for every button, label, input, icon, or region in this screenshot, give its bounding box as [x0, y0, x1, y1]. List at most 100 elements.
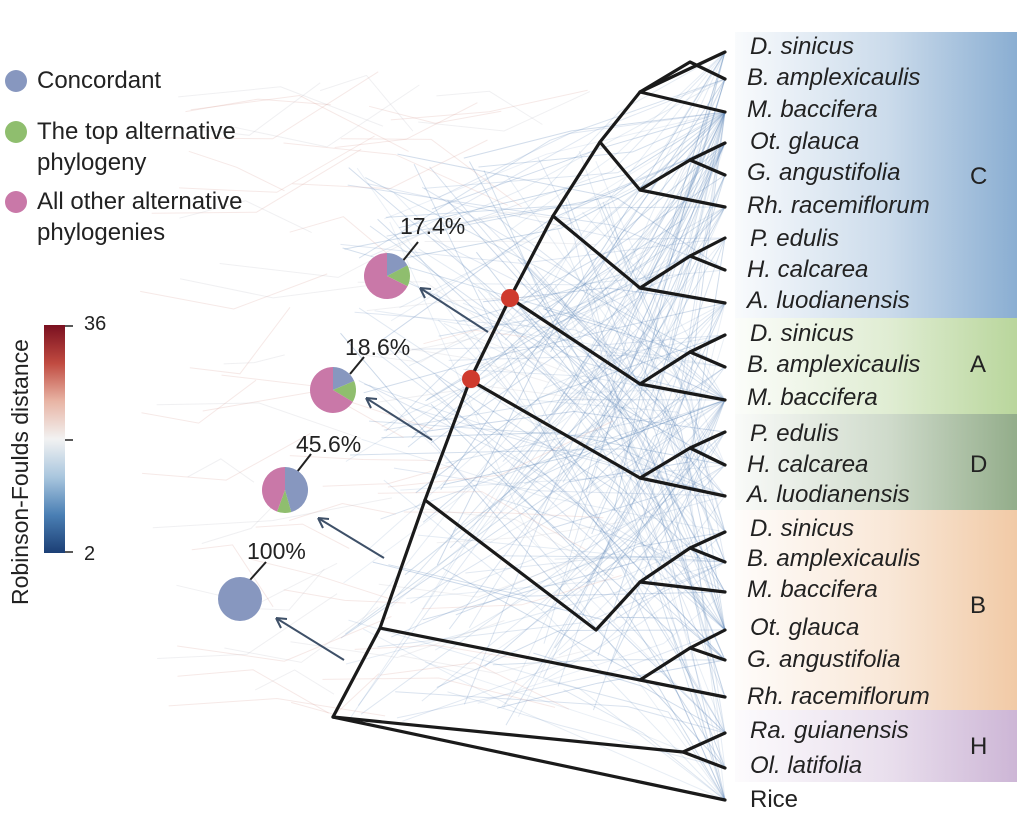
gene-tree-line [292, 139, 488, 190]
gene-tree-line [613, 302, 726, 623]
gene-tree-line [370, 78, 726, 257]
gene-tree-line [468, 78, 726, 628]
taxon-label: D. sinicus [750, 515, 855, 542]
gene-tree-line [381, 432, 726, 466]
gene-tree-line [349, 51, 726, 719]
gene-tree-line [142, 432, 311, 481]
gene-tree-cloud [140, 51, 726, 801]
gene-tree-line [421, 574, 622, 610]
pie-percent-label: 17.4% [400, 213, 466, 239]
tree-branch [638, 90, 727, 114]
pie-leader-lines [249, 241, 419, 581]
gene-tree-line [602, 201, 726, 533]
gene-tree-line [340, 332, 726, 769]
tree-branch [638, 476, 727, 498]
gene-tree-line [358, 307, 726, 497]
node-pie [218, 577, 262, 621]
gene-tree-line [476, 111, 726, 535]
taxon-label: Rice [750, 786, 799, 813]
gene-tree-line [527, 142, 726, 357]
gene-tree-line [365, 177, 726, 368]
gene-tree-line [472, 269, 726, 286]
gene-tree-line [506, 174, 726, 563]
gene-tree-line [572, 51, 726, 330]
gene-tree-line [604, 371, 726, 734]
gene-tree-line [380, 399, 726, 520]
gene-tree-line [399, 51, 726, 309]
gene-tree-line [424, 240, 597, 246]
gene-tree-line [421, 399, 726, 702]
gene-tree-line [151, 148, 362, 214]
gene-tree-line [364, 383, 726, 497]
gene-tree-line [401, 78, 726, 240]
gene-tree-line [395, 691, 726, 734]
leader-line [349, 356, 365, 375]
gene-tree-line [597, 111, 726, 657]
gene-tree-line [568, 142, 726, 539]
gene-tree-line [596, 198, 726, 631]
gene-tree-line [583, 282, 726, 533]
gene-tree-line [389, 221, 726, 801]
gene-tree-line [504, 111, 726, 341]
gene-tree-line [465, 557, 726, 574]
gene-tree-line [140, 273, 328, 310]
gene-tree-line [187, 458, 255, 483]
gene-tree-line [342, 247, 726, 401]
gene-tree-line [463, 111, 726, 705]
arrow [317, 517, 385, 559]
tree-branch [331, 715, 727, 802]
gene-tree-line [436, 90, 543, 125]
gene-tree-line [591, 111, 726, 535]
clade-band [735, 318, 1017, 414]
gene-tree-line [607, 202, 726, 769]
tree-branch [638, 60, 727, 94]
gene-tree-line [319, 74, 414, 132]
gene-tree-line [289, 216, 398, 263]
gene-tree-line [496, 659, 726, 709]
red-node-markers [462, 289, 519, 388]
gene-tree-line [178, 86, 384, 127]
gene-tree-line [443, 399, 726, 486]
gene-tree-line [356, 167, 726, 631]
gene-tree-line [389, 349, 726, 661]
tree-branch [688, 350, 727, 369]
gene-tree-line [398, 111, 726, 229]
gene-tree-line [437, 319, 726, 631]
gene-tree-line [390, 51, 726, 322]
legend-item-concordant: Concordant [5, 67, 161, 96]
gene-tree-line [438, 111, 726, 198]
gene-tree-line [191, 544, 274, 608]
colorbar-title: Robinson-Foulds distance [7, 339, 33, 605]
taxon-label: Ra. guianensis [750, 717, 909, 744]
clade-bands [735, 32, 1017, 782]
gene-tree-line [592, 431, 726, 711]
gene-tree-line [400, 464, 726, 491]
gene-tree-line [357, 78, 726, 706]
gene-tree-line [569, 399, 726, 483]
gene-tree-line [418, 534, 726, 631]
gene-tree-line [477, 289, 726, 631]
taxon-label: Ot. glauca [750, 128, 860, 155]
gene-tree-line [185, 98, 331, 113]
gene-tree-line [255, 523, 350, 549]
gene-tree-line [415, 334, 726, 494]
gene-tree-line [513, 237, 726, 467]
gene-tree-line [179, 200, 312, 234]
taxon-label: P. edulis [750, 420, 839, 447]
pie-slice [387, 253, 408, 276]
gene-tree-line [189, 306, 291, 375]
pie-slice [364, 253, 408, 299]
gene-tree-line [385, 344, 550, 383]
gene-tree-line [524, 302, 726, 485]
gene-tree-line [436, 521, 621, 544]
taxon-label: M. baccifera [747, 576, 878, 603]
gene-tree-line [542, 561, 726, 682]
legend-item-top-alternative: The top alternative phylogeny [5, 118, 236, 178]
gene-tree-line [390, 89, 588, 121]
node-arrows [275, 287, 489, 661]
clade-label-b: B [970, 592, 987, 619]
taxon-label: M. baccifera [747, 96, 878, 123]
gene-tree-line [484, 399, 726, 667]
gene-tree-line [554, 283, 726, 661]
tree-branch [688, 546, 727, 564]
